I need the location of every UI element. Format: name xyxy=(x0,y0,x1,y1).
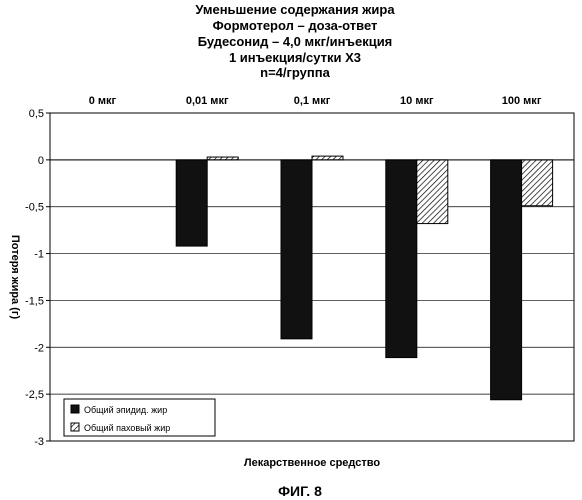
chart-title: Уменьшение содержания жира Формотерол – … xyxy=(195,2,395,80)
y-tick-label: -3 xyxy=(34,436,44,448)
x-axis-title: Лекарственное средство xyxy=(244,457,381,469)
legend-swatch-inguinal xyxy=(71,423,79,431)
y-axis-title: Потеря жира (г) xyxy=(9,235,21,320)
y-tick-label: 0,5 xyxy=(29,108,44,120)
bar-inguinal xyxy=(312,156,343,160)
title-line-2: Формотерол – доза-ответ xyxy=(213,18,378,33)
bar-inguinal xyxy=(417,160,448,224)
bar-epididymal xyxy=(386,160,417,358)
category-label: 0 мкг xyxy=(89,95,117,107)
bar-inguinal xyxy=(522,160,553,206)
category-label: 0,1 мкг xyxy=(294,95,331,107)
y-tick-label: -1 xyxy=(34,249,44,261)
title-line-4: 1 инъекция/сутки X3 xyxy=(229,50,361,65)
category-labels: 0 мкг 0,01 мкг 0,1 мкг 10 мкг 100 мкг xyxy=(89,95,542,107)
bar-epididymal xyxy=(281,160,312,339)
legend: Общий эпидид. жир Общий паховый жир xyxy=(64,399,215,436)
category-label: 100 мкг xyxy=(502,95,542,107)
title-line-5: n=4/группа xyxy=(260,65,330,80)
title-line-3: Будесонид – 4,0 мкг/инъекция xyxy=(198,34,393,49)
y-axis-ticks: 0,5 0 -0,5 -1 -1,5 -2 -2,5 -3 xyxy=(25,108,50,448)
title-line-1: Уменьшение содержания жира xyxy=(195,2,395,17)
y-tick-label: -0,5 xyxy=(25,202,44,214)
bar-epididymal xyxy=(176,160,207,246)
y-tick-label: -1,5 xyxy=(25,295,44,307)
bar-epididymal xyxy=(491,160,522,400)
y-tick-label: 0 xyxy=(38,155,44,167)
figure-label: ФИГ. 8 xyxy=(278,483,322,499)
y-tick-label: -2,5 xyxy=(25,389,44,401)
category-label: 0,01 мкг xyxy=(186,95,229,107)
y-tick-label: -2 xyxy=(34,342,44,354)
legend-label-epididymal: Общий эпидид. жир xyxy=(84,405,167,415)
legend-label-inguinal: Общий паховый жир xyxy=(84,423,170,433)
category-label: 10 мкг xyxy=(400,95,434,107)
legend-swatch-epididymal xyxy=(71,405,79,413)
